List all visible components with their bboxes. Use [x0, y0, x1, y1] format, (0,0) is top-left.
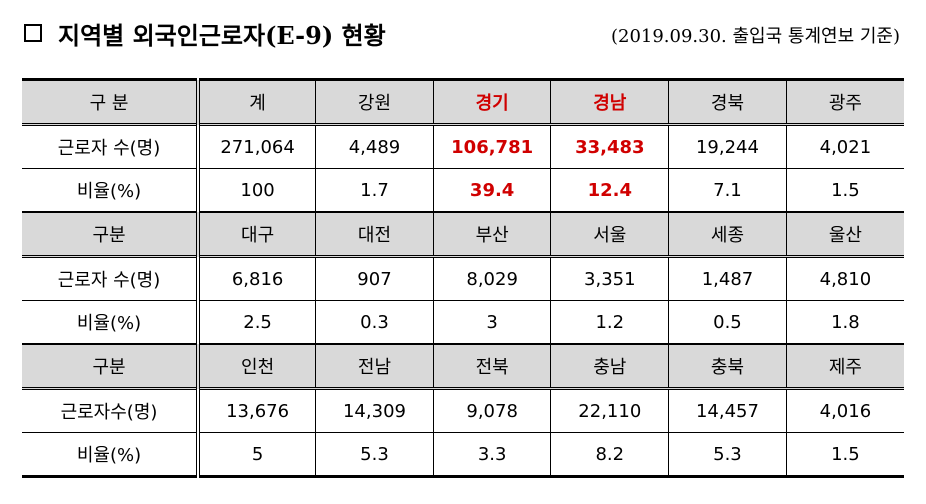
data-cell: 271,064	[197, 124, 317, 169]
header-cell: 제주	[785, 343, 904, 390]
data-cell: 6,816	[197, 256, 317, 301]
data-cell: 1.5	[785, 432, 904, 477]
header-cell: 부산	[432, 211, 552, 258]
header-cell: 서울	[550, 211, 670, 258]
header-cell: 경남	[550, 79, 670, 126]
header-row: 구분 인천 전남 전북 충남 충북 제주	[22, 343, 904, 390]
row-label: 근로자수(명)	[22, 388, 200, 433]
data-cell: 33,483	[550, 124, 670, 169]
data-cell: 1.2	[550, 300, 670, 345]
data-cell: 13,676	[197, 388, 317, 433]
data-cell: 106,781	[432, 124, 552, 169]
header-row: 구 분 계 강원 경기 경남 경북 광주	[22, 79, 904, 126]
data-cell: 1.5	[785, 168, 904, 213]
data-row: 근로자 수(명) 6,816 907 8,029 3,351 1,487 4,810	[22, 256, 904, 301]
data-cell: 1.8	[785, 300, 904, 345]
header-row: 구분 대구 대전 부산 서울 세종 울산	[22, 211, 904, 258]
header-cell: 강원	[315, 79, 434, 126]
row-label: 비율(%)	[22, 432, 200, 477]
row-label: 근로자 수(명)	[22, 256, 200, 301]
header-cell: 전북	[432, 343, 552, 390]
header-cell: 충남	[550, 343, 670, 390]
data-cell: 14,309	[315, 388, 434, 433]
data-cell: 4,810	[785, 256, 904, 301]
data-cell: 7.1	[668, 168, 787, 213]
data-cell: 12.4	[550, 168, 670, 213]
title: 지역별 외국인근로자(E-9) 현황	[58, 21, 386, 50]
header-cell: 경기	[432, 79, 552, 126]
data-cell: 4,016	[785, 388, 904, 433]
header-cell: 대구	[197, 211, 317, 258]
row-label: 비율(%)	[22, 300, 200, 345]
data-cell: 8,029	[432, 256, 552, 301]
data-cell: 9,078	[432, 388, 552, 433]
header-cell: 세종	[668, 211, 787, 258]
header-cell: 구 분	[22, 79, 200, 126]
data-cell: 4,489	[315, 124, 434, 169]
data-cell: 14,457	[668, 388, 787, 433]
data-cell: 3.3	[432, 432, 552, 477]
header-cell: 울산	[785, 211, 904, 258]
header-cell: 전남	[315, 343, 434, 390]
table: 구 분 계 강원 경기 경남 경북 광주 근로자 수(명) 271,064 4,489 106,78…	[22, 78, 904, 478]
header-cell: 인천	[197, 343, 317, 390]
data-cell: 22,110	[550, 388, 670, 433]
data-row: 근로자 수(명) 271,064 4,489 106,781 33,483 19,244 4…	[22, 124, 904, 169]
header-cell: 충북	[668, 343, 787, 390]
data-cell: 2.5	[197, 300, 317, 345]
data-cell: 39.4	[432, 168, 552, 213]
row-label: 근로자 수(명)	[22, 124, 200, 169]
note: (2019.09.30. 출입국 통계연보 기준)	[610, 26, 900, 47]
header-cell: 광주	[785, 79, 904, 126]
header-cell: 대전	[315, 211, 434, 258]
header-cell: 계	[197, 79, 317, 126]
data-cell: 100	[197, 168, 317, 213]
checkbox-icon	[24, 24, 42, 42]
header-cell: 경북	[668, 79, 787, 126]
data-cell: 3,351	[550, 256, 670, 301]
data-cell: 0.5	[668, 300, 787, 345]
data-cell: 19,244	[668, 124, 787, 169]
data-cell: 1.7	[315, 168, 434, 213]
row-label: 비율(%)	[22, 168, 200, 213]
data-cell: 3	[432, 300, 552, 345]
data-cell: 0.3	[315, 300, 434, 345]
data-cell: 5.3	[315, 432, 434, 477]
header-cell: 구분	[22, 211, 200, 258]
data-cell: 5.3	[668, 432, 787, 477]
data-row: 비율(%) 100 1.7 39.4 12.4 7.1 1.5	[22, 168, 904, 213]
data-cell: 4,021	[785, 124, 904, 169]
data-cell: 5	[197, 432, 317, 477]
data-row: 비율(%) 5 5.3 3.3 8.2 5.3 1.5	[22, 432, 904, 477]
data-row: 근로자수(명) 13,676 14,309 9,078 22,110 14,457 4,01…	[22, 388, 904, 433]
header-cell: 구분	[22, 343, 200, 390]
data-row: 비율(%) 2.5 0.3 3 1.2 0.5 1.8	[22, 300, 904, 345]
data-cell: 8.2	[550, 432, 670, 477]
data-cell: 907	[315, 256, 434, 301]
data-cell: 1,487	[668, 256, 787, 301]
